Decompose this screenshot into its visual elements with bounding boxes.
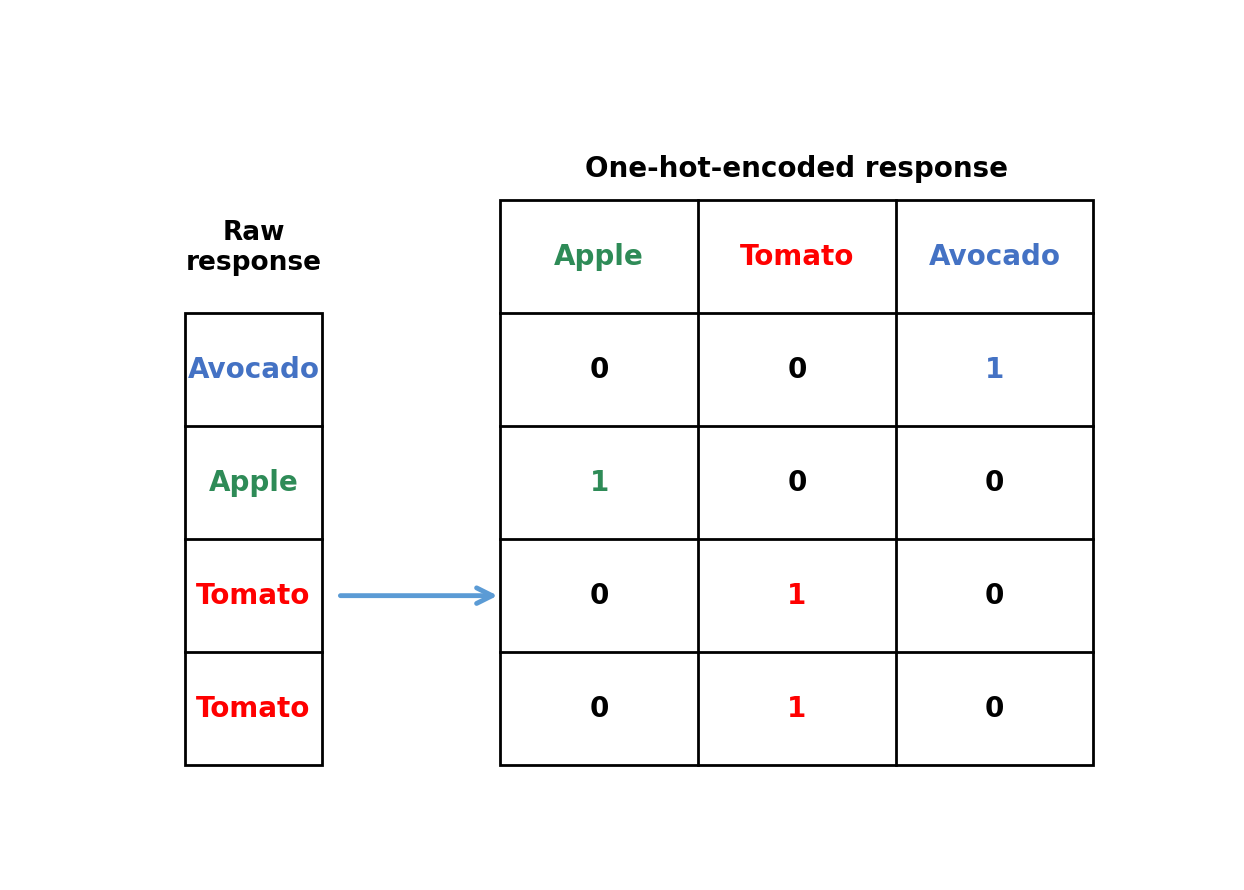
Text: 1: 1 [590,469,608,497]
Text: Tomato: Tomato [740,243,853,271]
Text: 0: 0 [985,695,1004,723]
Text: 0: 0 [590,695,608,723]
Bar [185,313,322,765]
Bar [500,200,1093,765]
Text: Tomato: Tomato [197,582,311,610]
Text: Avocado: Avocado [188,356,320,384]
Text: One-hot-encoded response: One-hot-encoded response [586,156,1009,183]
Text: 1: 1 [787,582,806,610]
Text: Apple: Apple [555,243,644,271]
Text: 0: 0 [985,469,1004,497]
Text: Tomato: Tomato [197,695,311,723]
Text: 0: 0 [787,469,806,497]
Text: 0: 0 [985,582,1004,610]
Text: 1: 1 [985,356,1004,384]
Text: 0: 0 [787,356,806,384]
Text: Avocado: Avocado [928,243,1060,271]
Text: Apple: Apple [209,469,299,497]
Text: Raw
response: Raw response [185,220,321,276]
Text: 0: 0 [590,356,608,384]
Text: 1: 1 [787,695,806,723]
Text: 0: 0 [590,582,608,610]
